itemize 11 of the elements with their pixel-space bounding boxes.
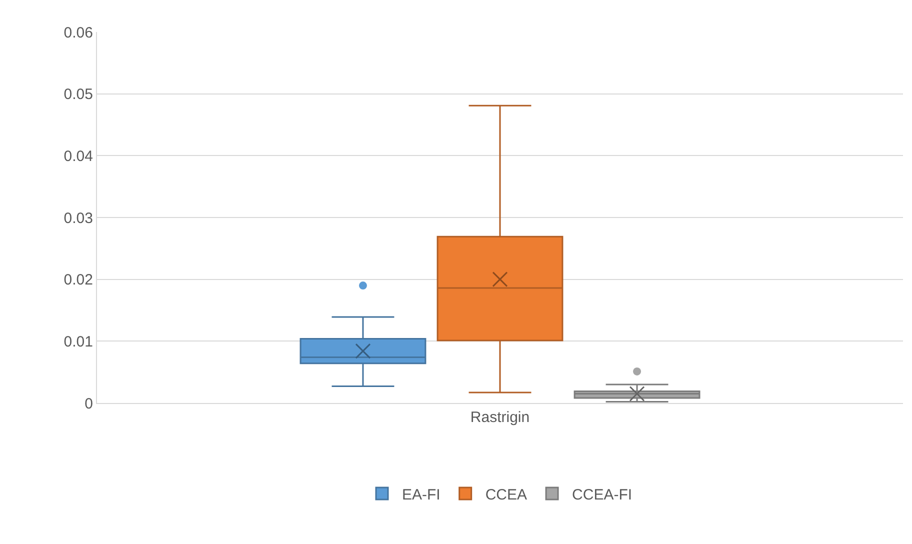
y-tick-label: 0.06	[64, 24, 93, 42]
legend-label: CCEA-FI	[572, 486, 632, 504]
y-tick-label: 0.01	[64, 333, 93, 350]
y-tick-label: 0.05	[64, 86, 93, 104]
y-tick-label: 0.04	[64, 148, 93, 165]
x-tick-label: Rastrigin	[470, 409, 530, 426]
y-tick-label: 0	[84, 395, 93, 412]
y-tick-label: 0.02	[64, 272, 93, 289]
legend-label: CCEA	[485, 486, 528, 504]
legend-label: EA-FI	[402, 486, 440, 504]
y-tick-label: 0.03	[64, 210, 93, 227]
